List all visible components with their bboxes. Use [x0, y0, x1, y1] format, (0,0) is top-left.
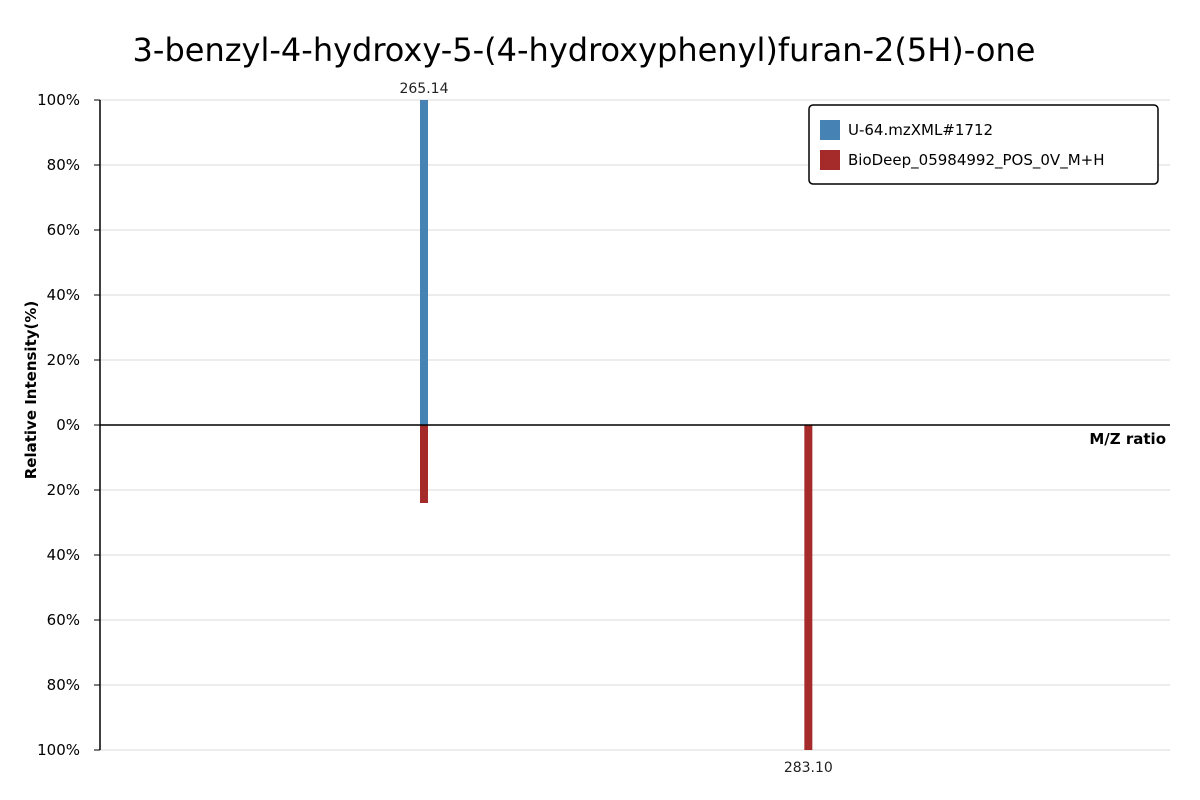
- legend-swatch-sample: [820, 120, 840, 140]
- peak-bars: [419, 100, 813, 750]
- y-tick-label: 20%: [47, 481, 80, 499]
- y-tick-label: 60%: [47, 611, 80, 629]
- y-tick-label: 20%: [47, 351, 80, 369]
- y-tick-label: 100%: [37, 741, 80, 759]
- y-tick-label: 40%: [47, 286, 80, 304]
- peak-label: 283.10: [784, 760, 833, 776]
- legend-label-reference: BioDeep_05984992_POS_0V_M+H: [848, 151, 1104, 170]
- peak-labels: 265.14 283.10: [399, 81, 832, 776]
- y-tick-label: 60%: [47, 221, 80, 239]
- legend-box: [808, 104, 1159, 185]
- x-axis-label: M/Z ratio: [1089, 430, 1166, 448]
- peak-bar: [419, 100, 428, 425]
- y-tick-label: 80%: [47, 156, 80, 174]
- legend: U-64.mzXML#1712 BioDeep_05984992_POS_0V_…: [808, 104, 1159, 185]
- peak-bar: [419, 425, 428, 503]
- y-tick-label: 40%: [47, 546, 80, 564]
- y-tick-labels: 0% 20% 40% 60% 80% 100% 20% 40% 60% 80% 100%: [37, 91, 100, 759]
- y-axis-label: Relative Intensity(%): [22, 301, 40, 480]
- legend-swatch-reference: [820, 150, 840, 170]
- chart-title: 3-benzyl-4-hydroxy-5-(4-hydroxyphenyl)fu…: [133, 31, 1036, 69]
- grid-lines: [100, 99, 1170, 751]
- legend-label-sample: U-64.mzXML#1712: [848, 121, 993, 139]
- axes: [99, 100, 1170, 750]
- y-tick-label: 0%: [56, 416, 80, 434]
- y-tick-label: 80%: [47, 676, 80, 694]
- peak-label: 265.14: [399, 81, 448, 97]
- y-tick-label: 100%: [37, 91, 80, 109]
- peak-bar: [804, 425, 813, 750]
